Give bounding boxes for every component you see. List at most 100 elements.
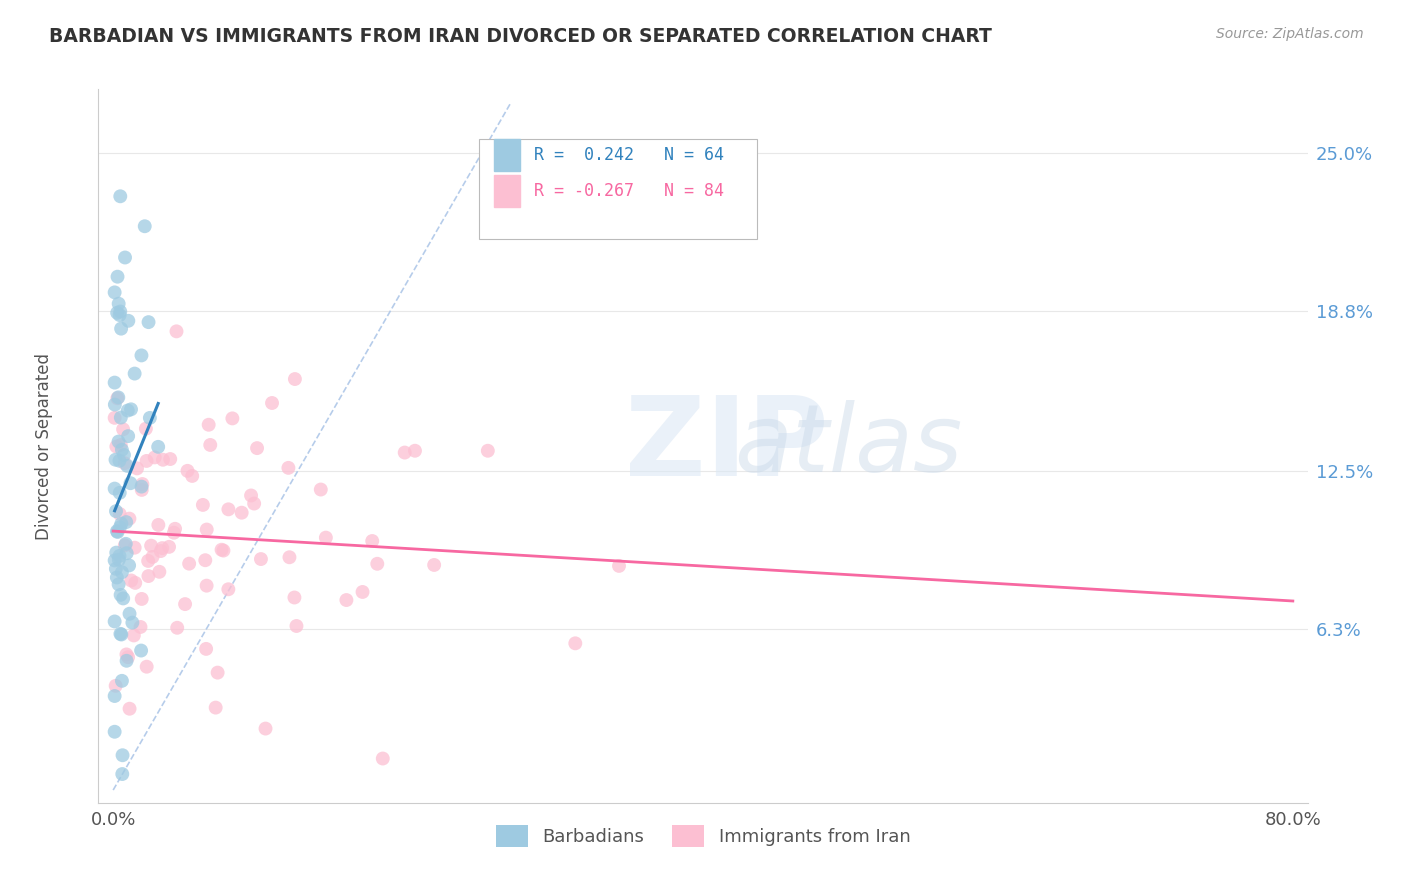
Point <box>277 461 299 475</box>
Point <box>104 689 127 703</box>
Point <box>111 566 134 580</box>
Point <box>361 534 384 549</box>
Point <box>217 582 239 597</box>
Point <box>135 659 157 673</box>
Point <box>250 552 273 566</box>
Point <box>159 452 181 467</box>
Point <box>111 442 134 457</box>
Point <box>139 410 162 425</box>
Point <box>107 524 129 539</box>
Point <box>104 615 127 629</box>
Point <box>124 575 146 590</box>
Text: atlas: atlas <box>734 401 962 491</box>
Point <box>110 588 132 602</box>
Point <box>131 348 153 362</box>
Point <box>366 557 388 571</box>
Point <box>221 411 243 425</box>
Point <box>309 483 332 497</box>
Point <box>134 219 156 234</box>
Point <box>114 251 136 265</box>
Point <box>166 621 188 635</box>
Point <box>163 525 186 540</box>
Point <box>283 591 305 605</box>
Point <box>122 628 145 642</box>
Point <box>148 517 170 532</box>
Point <box>104 553 127 567</box>
Point <box>194 553 217 567</box>
Point <box>105 570 128 584</box>
Point <box>138 315 160 329</box>
Point <box>150 541 173 555</box>
Text: Source: ZipAtlas.com: Source: ZipAtlas.com <box>1216 27 1364 41</box>
Point <box>107 577 129 591</box>
Point <box>240 488 263 502</box>
Point <box>148 440 170 454</box>
Point <box>131 477 153 491</box>
Point <box>157 540 180 554</box>
Point <box>110 304 132 318</box>
Point <box>315 531 337 545</box>
Point <box>107 434 129 449</box>
Point <box>191 498 214 512</box>
Legend: Barbadians, Immigrants from Iran: Barbadians, Immigrants from Iran <box>488 818 918 855</box>
Point <box>108 552 131 566</box>
Point <box>108 549 131 563</box>
Point <box>131 480 153 494</box>
Point <box>118 558 141 573</box>
Point <box>135 422 157 436</box>
Text: Divorced or Separated: Divorced or Separated <box>35 352 53 540</box>
Point <box>200 438 222 452</box>
Point <box>195 641 218 656</box>
Point <box>112 448 135 462</box>
Point <box>104 376 127 390</box>
Point <box>104 285 127 300</box>
Point <box>278 550 301 565</box>
Point <box>131 591 153 606</box>
Bar <box>494 139 520 171</box>
Point <box>107 269 129 284</box>
Point <box>231 506 253 520</box>
Point <box>117 403 139 417</box>
Text: BARBADIAN VS IMMIGRANTS FROM IRAN DIVORCED OR SEPARATED CORRELATION CHART: BARBADIAN VS IMMIGRANTS FROM IRAN DIVORC… <box>49 27 993 45</box>
Point <box>105 504 128 518</box>
Point <box>564 636 586 650</box>
Point <box>110 438 132 452</box>
Point <box>139 539 162 553</box>
Point <box>117 314 139 328</box>
Point <box>104 482 127 496</box>
Point <box>138 569 160 583</box>
Point <box>129 643 152 657</box>
Point <box>107 296 129 310</box>
Point <box>114 538 136 552</box>
Point <box>607 558 630 573</box>
Point <box>181 469 204 483</box>
Point <box>197 417 219 432</box>
Point <box>166 324 188 338</box>
Point <box>108 308 131 322</box>
Point <box>110 627 132 641</box>
Point <box>120 476 142 491</box>
Point <box>114 537 136 551</box>
Point <box>110 189 132 203</box>
Point <box>165 522 187 536</box>
Point <box>118 511 141 525</box>
Point <box>105 306 128 320</box>
Point <box>121 615 143 630</box>
Point <box>104 398 127 412</box>
Point <box>120 402 142 417</box>
Point <box>136 554 159 568</box>
Point <box>107 391 129 405</box>
Point <box>125 461 148 475</box>
Point <box>246 441 269 455</box>
Point <box>104 724 127 739</box>
Point <box>115 654 138 668</box>
Point <box>118 702 141 716</box>
Point <box>118 607 141 621</box>
Point <box>195 579 218 593</box>
Point <box>204 700 226 714</box>
Point <box>110 410 132 425</box>
Point <box>394 445 416 459</box>
Point <box>104 679 127 693</box>
Point <box>110 627 132 641</box>
Point <box>131 483 153 497</box>
